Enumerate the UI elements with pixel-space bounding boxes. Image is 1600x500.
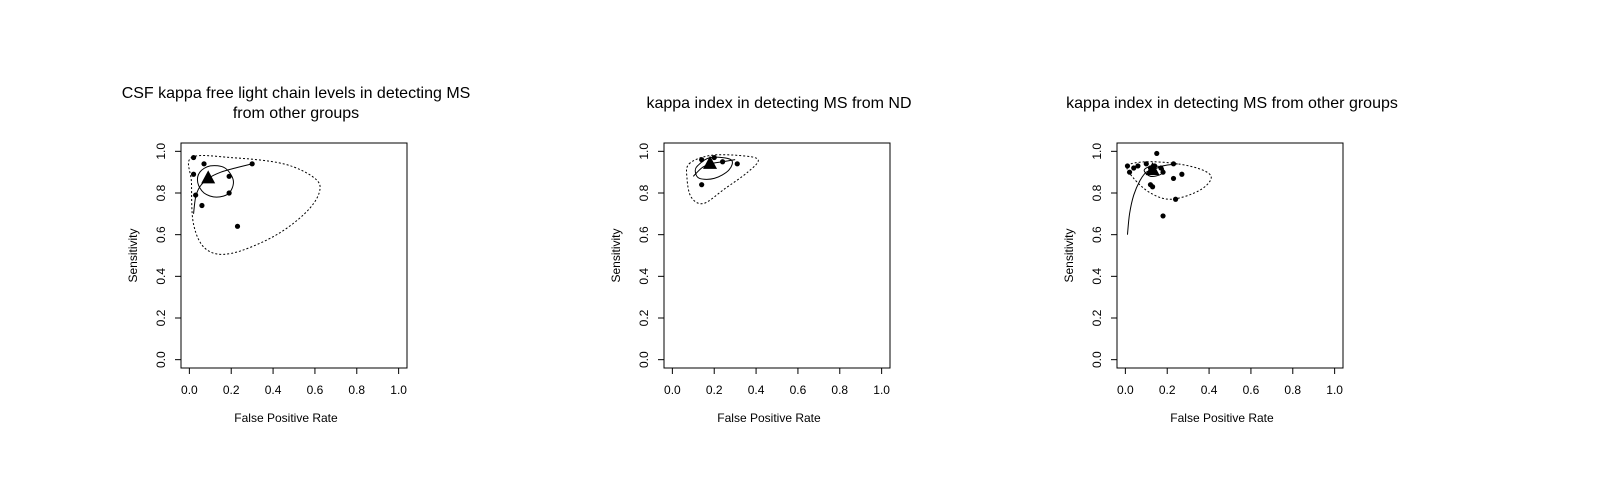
y-axis-label: Sensitivity — [1062, 228, 1076, 282]
x-axis-label: False Positive Rate — [234, 411, 338, 425]
x-tick-label: 0.2 — [706, 383, 723, 397]
study-point — [1160, 213, 1166, 219]
chart-title: CSF kappa free light chain levels in det… — [122, 85, 471, 102]
prediction-region — [685, 154, 759, 205]
study-point — [199, 202, 205, 209]
study-point — [249, 161, 255, 167]
study-point — [711, 154, 717, 161]
summary-point — [201, 170, 216, 184]
y-tick-label: 1.0 — [637, 143, 651, 160]
y-tick-label: 0.6 — [154, 226, 168, 243]
x-tick-label: 1.0 — [873, 383, 890, 397]
x-tick-label: 0.6 — [307, 383, 324, 397]
y-axis-label: Sensitivity — [609, 228, 623, 282]
x-tick-label: 0.6 — [1243, 383, 1260, 397]
study-point — [201, 161, 207, 167]
plot-frame — [180, 142, 408, 369]
study-point — [190, 154, 197, 161]
x-tick-label: 0.8 — [348, 383, 365, 397]
plot-frame — [663, 142, 891, 369]
y-tick-label: 0.6 — [637, 226, 651, 243]
x-tick-label: 0.0 — [181, 383, 198, 397]
study-point — [1179, 171, 1185, 177]
y-tick-label: 0.6 — [1090, 226, 1104, 243]
study-point — [699, 157, 705, 163]
chart-title: kappa index in detecting MS from other g… — [1066, 95, 1398, 112]
prediction-region — [187, 154, 321, 255]
y-tick-label: 1.0 — [1090, 143, 1104, 160]
study-point — [1172, 196, 1179, 202]
x-tick-label: 0.0 — [664, 383, 681, 397]
y-tick-label: 0.2 — [154, 309, 168, 326]
prediction-region — [1126, 161, 1212, 200]
study-point — [719, 159, 726, 165]
x-tick-label: 1.0 — [390, 383, 407, 397]
study-point — [1149, 184, 1156, 190]
confidence-region — [694, 156, 733, 180]
study-point — [226, 173, 232, 179]
study-point — [1158, 165, 1164, 171]
y-axis-label: Sensitivity — [126, 228, 140, 282]
x-tick-label: 0.6 — [790, 383, 807, 397]
study-point — [1160, 169, 1166, 175]
study-point — [1124, 163, 1131, 169]
chart-title: from other groups — [233, 105, 359, 122]
y-tick-label: 1.0 — [154, 143, 168, 160]
x-axis-label: False Positive Rate — [1170, 411, 1274, 425]
study-point — [234, 223, 241, 229]
study-point — [1126, 169, 1133, 175]
y-tick-label: 0.4 — [154, 268, 168, 285]
y-tick-label: 0.4 — [637, 268, 651, 285]
study-point — [226, 190, 232, 196]
summary-point — [1145, 162, 1160, 176]
study-point — [1170, 175, 1177, 182]
x-tick-label: 0.4 — [748, 383, 765, 397]
study-point — [190, 171, 197, 177]
y-tick-label: 0.0 — [1090, 351, 1104, 368]
study-point — [1135, 163, 1141, 169]
x-tick-label: 0.0 — [1117, 383, 1134, 397]
y-tick-label: 0.8 — [637, 184, 651, 201]
study-point — [193, 192, 199, 198]
x-tick-label: 0.4 — [265, 383, 282, 397]
study-point — [1143, 161, 1149, 167]
study-point — [1154, 150, 1160, 157]
y-tick-label: 0.0 — [637, 351, 651, 368]
y-tick-label: 0.2 — [637, 309, 651, 326]
y-tick-label: 0.0 — [154, 351, 168, 368]
x-tick-label: 0.2 — [223, 383, 240, 397]
x-tick-label: 1.0 — [1326, 383, 1343, 397]
x-tick-label: 0.2 — [1159, 383, 1176, 397]
study-point — [1170, 161, 1177, 167]
y-tick-label: 0.4 — [1090, 268, 1104, 285]
x-tick-label: 0.8 — [1284, 383, 1301, 397]
x-axis-label: False Positive Rate — [717, 411, 821, 425]
study-point — [1131, 165, 1137, 171]
x-tick-label: 0.8 — [831, 383, 848, 397]
y-tick-label: 0.8 — [1090, 184, 1104, 201]
study-point — [734, 161, 740, 167]
study-point — [699, 182, 705, 188]
chart-title: kappa index in detecting MS from ND — [646, 95, 911, 112]
x-tick-label: 0.4 — [1201, 383, 1218, 397]
y-tick-label: 0.8 — [154, 184, 168, 201]
y-tick-label: 0.2 — [1090, 309, 1104, 326]
summary-point — [703, 155, 718, 169]
